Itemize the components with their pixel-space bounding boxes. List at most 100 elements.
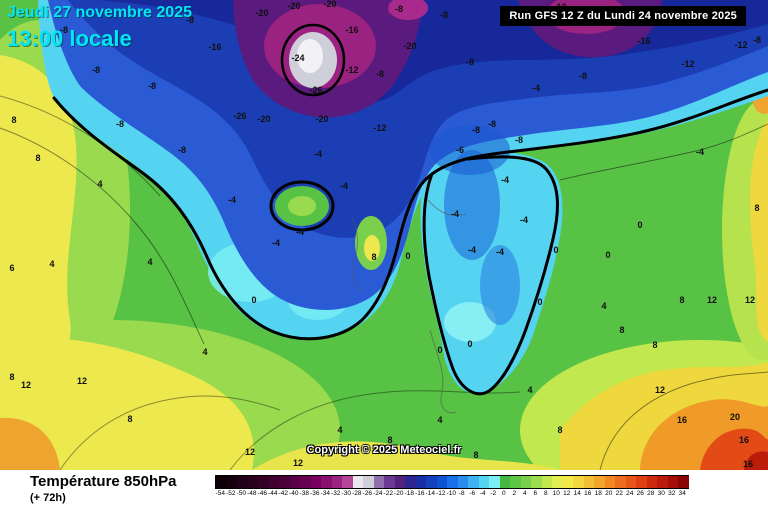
legend-cell [510,476,521,488]
legend-value: 24 [626,490,634,497]
legend-color-strip [215,475,689,489]
legend-cell [310,476,321,488]
legend-cell [394,476,405,488]
legend-value: -28 [352,490,362,497]
legend-cell [247,476,258,488]
legend-value: -44 [268,490,278,497]
legend-cell [657,476,668,488]
legend-cell [342,476,353,488]
legend-value: 12 [563,490,571,497]
legend-cell [531,476,542,488]
legend-value: -26 [362,490,372,497]
legend-value: 26 [636,490,644,497]
legend-cell [436,476,447,488]
map-title: Température 850hPa [30,473,177,490]
legend-value: -48 [247,490,257,497]
legend-cell [583,476,594,488]
legend-cell [625,476,636,488]
legend-value: -52 [226,490,236,497]
legend-cell [489,476,500,488]
legend-value: -8 [458,490,465,497]
legend-value: 30 [657,490,665,497]
legend-value: -34 [320,490,330,497]
legend-value: -18 [404,490,414,497]
legend-value: -46 [257,490,267,497]
map-area: -8 -16 -8 -8 -8 -8 -8 -4 -4 -4 -4 -4 0 -12 -8 -16 -20 -8-… [0,0,768,470]
legend-value: 22 [615,490,623,497]
legend-cell [447,476,458,488]
legend-value: -42 [278,490,288,497]
legend-value: -36 [310,490,320,497]
legend-value: -22 [383,490,393,497]
legend-cell [258,476,269,488]
legend-value: -6 [469,490,476,497]
legend-value: -50 [236,490,246,497]
legend-value: 10 [552,490,560,497]
legend-cell [615,476,626,488]
legend-value: 34 [678,490,686,497]
legend-cell [352,476,363,488]
legend-value-labels: -54 -52 -50 -48 -46 -44 -42 -40 -38 -36 -34 -32 -30-… [215,490,687,497]
legend-value: 18 [594,490,602,497]
legend-cell [384,476,395,488]
legend-value: -40 [289,490,299,497]
legend-value: -20 [394,490,404,497]
temperature-field-map [0,0,768,470]
legend-cell [667,476,678,488]
legend-value: -30 [341,490,351,497]
legend-value: 16 [584,490,592,497]
legend-cell [415,476,426,488]
copyright-notice: Copyright © 2025 Meteociel.fr [306,444,462,456]
legend-value: -38 [299,490,309,497]
legend-cell [373,476,384,488]
legend-cell [216,476,227,488]
legend-value: 6 [533,490,538,497]
legend-cell [405,476,416,488]
forecast-date: Jeudi 27 novembre 2025 [7,4,192,21]
temperature-legend: -54 -52 -50 -48 -46 -44 -42 -40 -38 -36 -34 -32 -30-… [215,475,689,497]
legend-value: -54 [215,490,225,497]
legend-value: -10 [446,490,456,497]
legend-value: 28 [647,490,655,497]
legend-cell [552,476,563,488]
lead-time: (+ 72h) [30,492,66,504]
legend-value: 20 [605,490,613,497]
legend-cell [678,476,689,488]
legend-value: 32 [668,490,676,497]
legend-value: -14 [425,490,435,497]
legend-cell [331,476,342,488]
footer-bar: Température 850hPa (+ 72h) -54 -52 -50 -48-… [0,470,768,512]
legend-cell [226,476,237,488]
legend-cell [573,476,584,488]
legend-value: 14 [573,490,581,497]
legend-value: 8 [543,490,548,497]
legend-value: -2 [490,490,497,497]
forecast-time: 13:00 locale [7,26,132,51]
legend-cell [541,476,552,488]
legend-cell [468,476,479,488]
legend-cell [604,476,615,488]
legend-cell [636,476,647,488]
legend-cell [594,476,605,488]
legend-value: -4 [479,490,486,497]
legend-cell [499,476,510,488]
legend-cell [363,476,374,488]
legend-cell [268,476,279,488]
legend-cell [300,476,311,488]
legend-value: 4 [522,490,527,497]
legend-cell [237,476,248,488]
legend-value: 0 [501,490,506,497]
model-run-info: Run GFS 12 Z du Lundi 24 novembre 2025 [500,6,746,26]
legend-value: -12 [436,490,446,497]
legend-cell [279,476,290,488]
legend-cell [457,476,468,488]
legend-value: -24 [373,490,383,497]
legend-cell [520,476,531,488]
legend-cell [289,476,300,488]
legend-cell [321,476,332,488]
legend-cell [426,476,437,488]
legend-value: 2 [512,490,517,497]
legend-cell [562,476,573,488]
legend-cell [478,476,489,488]
